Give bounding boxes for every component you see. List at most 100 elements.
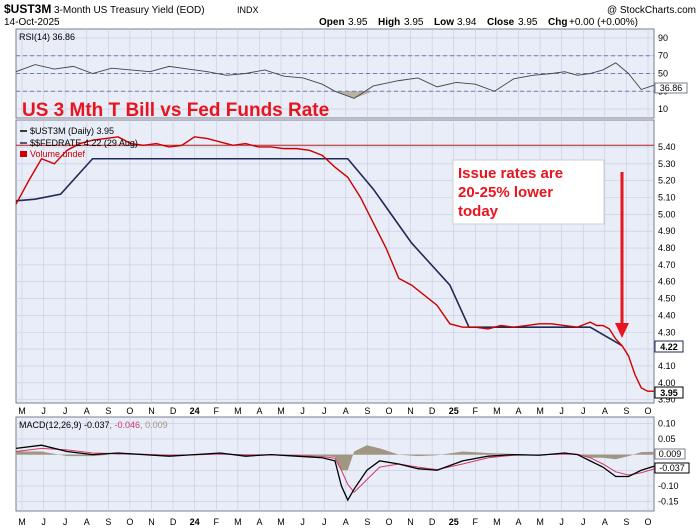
rsi-last-value: 36.86 <box>660 83 683 93</box>
x-axis-tick-label: J <box>63 517 68 527</box>
x-axis-tick-label: A <box>602 406 608 416</box>
rsi-tick-label: 70 <box>658 51 668 61</box>
x-axis-tick-label: A <box>84 517 90 527</box>
x-axis-tick-label: N <box>148 406 155 416</box>
ust3m-last-box <box>654 386 684 399</box>
chg-label: Chg <box>548 17 567 28</box>
price-tick-label: 5.40 <box>658 142 676 152</box>
rsi-tick-label: 50 <box>658 69 668 79</box>
x-axis-tick-label: 25 <box>449 406 459 416</box>
callout-box: Issue rates are 20-25% lower today <box>452 159 605 225</box>
x-axis-tick-label: J <box>300 517 305 527</box>
callout-background <box>452 159 605 225</box>
price-tick-label: 4.30 <box>658 327 676 337</box>
ust3m-line <box>15 136 654 392</box>
macd-gridlines <box>16 417 654 511</box>
x-axis-tick-label: J <box>581 517 586 527</box>
x-axis-tick-label: M <box>18 406 26 416</box>
macd-legend-signal: , -0.046 <box>110 420 141 430</box>
open-label: Open <box>319 17 345 28</box>
x-axis-tick-label: M <box>536 517 544 527</box>
ust3m-last-value: 3.95 <box>660 388 678 398</box>
price-tick-label: 5.20 <box>658 176 676 186</box>
price-tick-label: 4.50 <box>658 294 676 304</box>
x-axis-tick-label: M <box>493 406 501 416</box>
x-axis-tick-label: O <box>385 406 392 416</box>
rsi-tick-label: 90 <box>658 33 668 43</box>
x-axis-tick-label: M <box>277 517 285 527</box>
x-axis-tick-label: M <box>277 406 285 416</box>
x-axis-tick-label: M <box>536 406 544 416</box>
macd-legend-hist: , 0.009 <box>140 420 168 430</box>
x-axis-tick-label: F <box>473 517 479 527</box>
down-arrow-annotation <box>615 172 629 338</box>
rsi-panel: 9070503010 RSI(14) 36.86 36.86 <box>15 28 688 119</box>
x-axis-tick-label: S <box>105 517 111 527</box>
price-tick-label: 5.10 <box>658 192 676 202</box>
x-axis-tick-label: A <box>343 517 349 527</box>
price-tick-label: 3.90 <box>658 395 676 405</box>
x-axis-tick-label: J <box>559 517 564 527</box>
x-axis-tick-label: J <box>322 406 327 416</box>
x-axis-tick-label: S <box>623 406 629 416</box>
macd-legend-macd: MACD(12,26,9) -0.037 <box>19 420 110 430</box>
legend-fedrate: $$FEDRATE 4.22 (29 Aug) <box>30 138 138 148</box>
low-value: 3.94 <box>457 17 477 28</box>
price-tick-label: 4.70 <box>658 260 676 270</box>
x-axis-tick-label: F <box>473 406 479 416</box>
macd-tick-label: 0.10 <box>658 418 676 428</box>
instrument-name: 3-Month US Treasury Yield (EOD) <box>54 5 205 16</box>
macd-tick-label: -0.10 <box>658 481 679 491</box>
x-axis-tick-label: O <box>126 406 133 416</box>
price-tick-label: 4.10 <box>658 361 676 371</box>
ohlc-summary: Open 3.95 High 3.95 Low 3.94 Close 3.95 … <box>319 17 638 28</box>
rsi-line <box>15 62 655 99</box>
x-axis-tick-label: N <box>148 517 155 527</box>
x-axis-tick-label: N <box>407 517 414 527</box>
price-tick-label: 4.00 <box>658 378 676 388</box>
annotation-title: US 3 Mth T Bill vs Fed Funds Rate <box>22 100 329 121</box>
x-axis-tick-label: A <box>256 406 262 416</box>
x-axis-tick-label: M <box>493 517 501 527</box>
x-axis-tick-label: A <box>515 406 521 416</box>
date-label: 14-Oct-2025 <box>4 17 60 28</box>
open-value: 3.95 <box>348 17 368 28</box>
x-axis-tick-label: D <box>429 406 436 416</box>
price-panel: 5.40 5.30 5.20 5.10 5.00 4.90 4.80 4.70 4.60 4.50… <box>15 100 684 405</box>
macd-tick-label: -0.15 <box>658 497 679 507</box>
macd-line <box>15 444 655 502</box>
x-axis-tick-label: A <box>515 517 521 527</box>
close-label: Close <box>487 17 515 28</box>
x-axis-tick-label: D <box>429 517 436 527</box>
symbol-label: $UST3M <box>4 2 51 16</box>
macd-last-box <box>654 462 690 474</box>
macd-panel: 0.100.05-0.00-0.05-0.10-0.15 MACD(12,26,… <box>15 416 690 512</box>
legend-volume: Volume undef <box>30 149 86 159</box>
price-tick-label: 4.60 <box>658 277 676 287</box>
callout-line-1: Issue rates are <box>458 165 563 182</box>
x-axis-tick-label: N <box>407 406 414 416</box>
x-axis-tick-label: S <box>364 406 370 416</box>
price-tick-label: 4.40 <box>658 310 676 320</box>
x-axis-tick-label: M <box>18 517 26 527</box>
x-axis-tick-label: O <box>644 517 651 527</box>
exchange-label: INDX <box>237 5 259 15</box>
rsi-last-value-box <box>654 82 688 94</box>
rsi-legend: RSI(14) 36.86 <box>19 32 75 42</box>
x-axis-tick-label: O <box>385 517 392 527</box>
x-axis-tick-label: 24 <box>190 517 200 527</box>
x-axis-labels-lower: M J J A S O N D 24 F M A M J J A S O N D 25 F M A M J J A S O <box>18 517 651 527</box>
x-axis-tick-label: M <box>234 406 242 416</box>
x-axis-tick-label: J <box>322 517 327 527</box>
macd-tick-label: 0.05 <box>658 434 676 444</box>
macd-last-value: -0.037 <box>659 463 685 473</box>
price-tick-label: 4.90 <box>658 226 676 236</box>
fedrate-last-value: 4.22 <box>660 342 678 352</box>
legend-swatch-volume <box>20 151 27 157</box>
callout-line-2: 20-25% lower <box>458 184 553 201</box>
x-axis-tick-label: A <box>84 406 90 416</box>
macd-plot-area <box>15 416 655 512</box>
x-axis-tick-label: 25 <box>449 517 459 527</box>
price-tick-label: 4.80 <box>658 243 676 253</box>
